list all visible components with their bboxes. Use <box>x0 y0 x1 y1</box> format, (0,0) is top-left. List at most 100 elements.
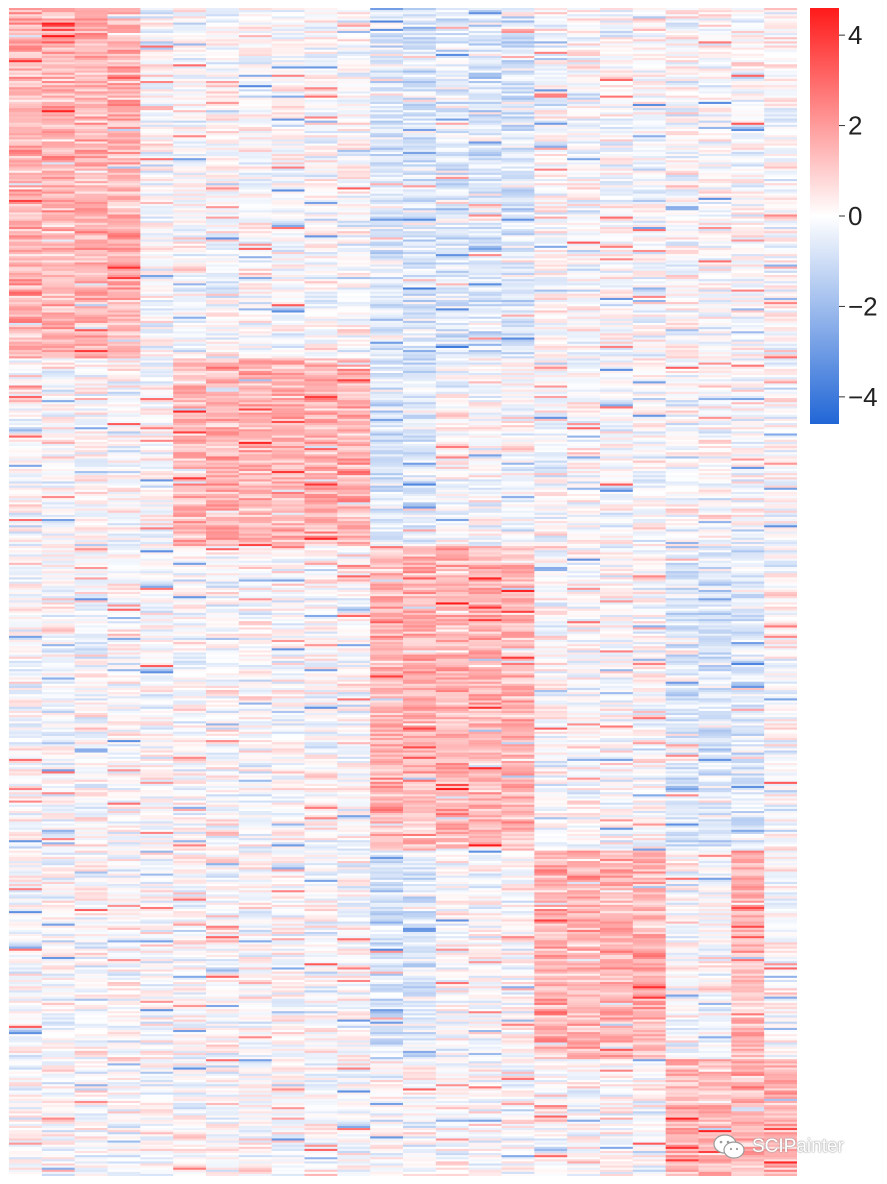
heatmap-cell <box>501 78 535 82</box>
heatmap-cell <box>403 139 437 142</box>
heatmap-cell <box>698 195 732 199</box>
heatmap-cell <box>403 249 437 253</box>
heatmap-cell <box>337 35 371 38</box>
heatmap-cell <box>337 114 371 117</box>
heatmap-cell <box>632 402 667 405</box>
heatmap-cell <box>567 62 601 65</box>
heatmap-cell <box>501 89 535 92</box>
heatmap-cell <box>403 22 437 25</box>
heatmap-cell <box>764 433 797 436</box>
heatmap-cell <box>403 154 437 157</box>
heatmap-cell <box>501 262 535 265</box>
heatmap-cell <box>501 76 535 80</box>
heatmap-cell <box>9 406 43 409</box>
heatmap-cell <box>304 404 338 407</box>
heatmap-cell <box>140 41 174 44</box>
heatmap-cell <box>140 47 174 50</box>
heatmap-cell <box>41 395 76 399</box>
heatmap-cell <box>731 402 765 405</box>
heatmap-cell <box>41 158 76 161</box>
heatmap-cell <box>74 39 108 42</box>
heatmap-cell <box>173 201 207 205</box>
heatmap-cell <box>173 10 207 13</box>
heatmap-cell <box>271 404 305 407</box>
heatmap-cell <box>501 293 535 297</box>
heatmap-cell <box>238 18 273 21</box>
heatmap-cell <box>173 414 207 418</box>
heatmap-cell <box>238 431 273 434</box>
heatmap-cell <box>173 316 207 320</box>
heatmap-cell <box>238 373 273 376</box>
heatmap-cell <box>534 420 568 424</box>
heatmap-cell <box>206 55 240 59</box>
heatmap-cell <box>600 329 634 332</box>
heatmap-cell <box>534 416 568 420</box>
heatmap-cell <box>370 341 404 345</box>
heatmap-cell <box>271 143 305 146</box>
heatmap-cell <box>468 335 502 338</box>
heatmap-cell <box>501 314 535 317</box>
heatmap-cell <box>534 91 568 94</box>
heatmap-cell <box>764 133 797 136</box>
heatmap-cell <box>501 281 535 284</box>
heatmap-cell <box>435 41 470 44</box>
heatmap-cell <box>567 270 601 274</box>
heatmap-cell <box>665 439 699 443</box>
heatmap-cell <box>337 327 371 330</box>
heatmap-cell <box>74 187 108 190</box>
heatmap-cell <box>632 281 667 284</box>
heatmap-cell <box>731 373 765 376</box>
heatmap-cell <box>764 293 797 297</box>
heatmap-cell <box>764 337 797 340</box>
heatmap-cell <box>140 181 174 184</box>
heatmap-cell <box>600 362 634 365</box>
heatmap-cell <box>206 291 240 294</box>
heatmap-cell <box>567 379 601 382</box>
heatmap-cell <box>632 93 667 96</box>
heatmap-cell <box>468 99 502 103</box>
heatmap-cell <box>665 308 699 311</box>
heatmap-cell <box>238 122 273 126</box>
heatmap-cell <box>632 120 667 123</box>
heatmap-cell <box>501 406 535 409</box>
heatmap-cell <box>468 35 502 38</box>
heatmap-cell <box>632 433 667 436</box>
heatmap-cell <box>140 406 174 409</box>
heatmap-cell <box>173 308 207 311</box>
heatmap-cell <box>9 156 43 159</box>
heatmap-cell <box>238 366 273 370</box>
heatmap-cell <box>140 218 174 221</box>
heatmap-cell <box>271 14 305 17</box>
heatmap-cell <box>567 354 601 357</box>
heatmap-cell <box>567 220 601 224</box>
heatmap-cell <box>140 91 174 94</box>
heatmap-cell <box>698 389 732 393</box>
heatmap-cell <box>600 277 634 280</box>
heatmap-cell <box>501 170 535 174</box>
heatmap-cell <box>238 247 273 251</box>
heatmap-cell <box>632 247 667 251</box>
heatmap-cell <box>9 414 43 418</box>
heatmap-cell <box>632 39 667 42</box>
heatmap-cell <box>534 325 568 328</box>
heatmap-cell <box>435 193 470 196</box>
heatmap-cell <box>337 356 371 359</box>
heatmap-cell <box>632 293 667 297</box>
heatmap-cell <box>632 387 667 390</box>
heatmap-cell <box>600 210 634 213</box>
heatmap-cell <box>304 91 338 94</box>
heatmap-cell <box>435 47 470 50</box>
heatmap-cell <box>468 356 502 359</box>
heatmap-cell <box>501 183 535 186</box>
heatmap-cell <box>698 439 732 443</box>
heatmap-cell <box>665 316 699 320</box>
heatmap-cell <box>41 318 76 322</box>
heatmap-cell <box>337 237 371 240</box>
heatmap-cell <box>764 410 797 413</box>
heatmap-cell <box>173 406 207 409</box>
heatmap-cell <box>337 30 371 34</box>
heatmap-cell <box>468 431 502 434</box>
heatmap-cell <box>107 400 141 403</box>
heatmap-cell <box>337 20 371 23</box>
heatmap-cell <box>370 281 404 284</box>
